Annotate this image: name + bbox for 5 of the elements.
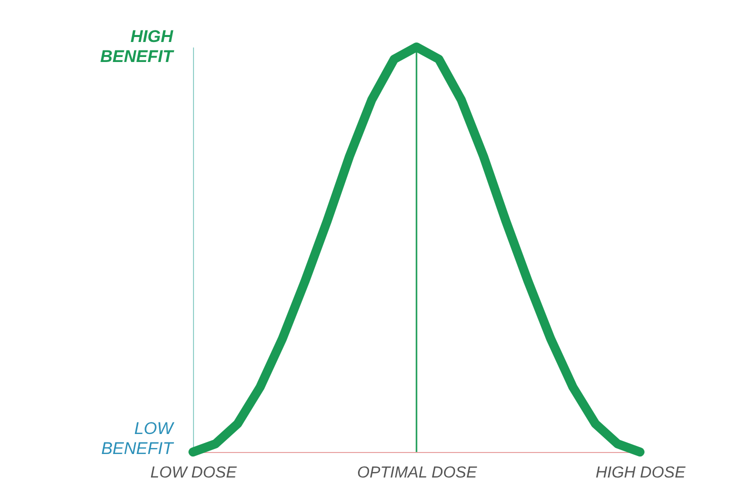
x-tick-label: OPTIMAL DOSE: [357, 464, 478, 482]
x-tick-label: HIGH DOSE: [596, 464, 686, 482]
text: HIGH BENEFIT: [100, 27, 175, 66]
text: LOW BENEFIT: [101, 419, 175, 458]
x-tick-label: LOW DOSE: [150, 464, 237, 482]
